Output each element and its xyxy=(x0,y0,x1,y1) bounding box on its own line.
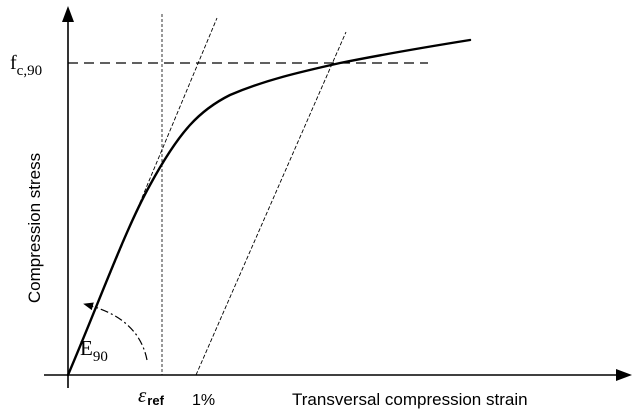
strength-label-base: f xyxy=(10,52,17,74)
strength-label-sub: c,90 xyxy=(17,63,42,79)
offset-line-1-percent xyxy=(195,31,347,376)
y-axis-arrow-icon xyxy=(62,6,74,22)
y-axis-label: Compression stress xyxy=(25,153,44,303)
modulus-angle-arc xyxy=(83,302,148,361)
stress-strain-curve xyxy=(66,38,472,377)
x-axis-arrow-icon xyxy=(616,369,632,381)
strength-label: fc,90 xyxy=(10,52,42,79)
modulus-label-base: E xyxy=(80,336,93,360)
modulus-label-sub: 90 xyxy=(93,349,108,365)
modulus-tangent-line xyxy=(67,17,218,376)
ref-strain-symbol: ε xyxy=(138,383,147,407)
x-axis-label: Transversal compression strain xyxy=(292,390,528,409)
modulus-label: E90 xyxy=(80,336,108,365)
offset-strain-label: 1% xyxy=(192,392,215,409)
ref-strain-sub: ref xyxy=(147,393,164,408)
ref-strain-label: εref xyxy=(138,383,165,408)
